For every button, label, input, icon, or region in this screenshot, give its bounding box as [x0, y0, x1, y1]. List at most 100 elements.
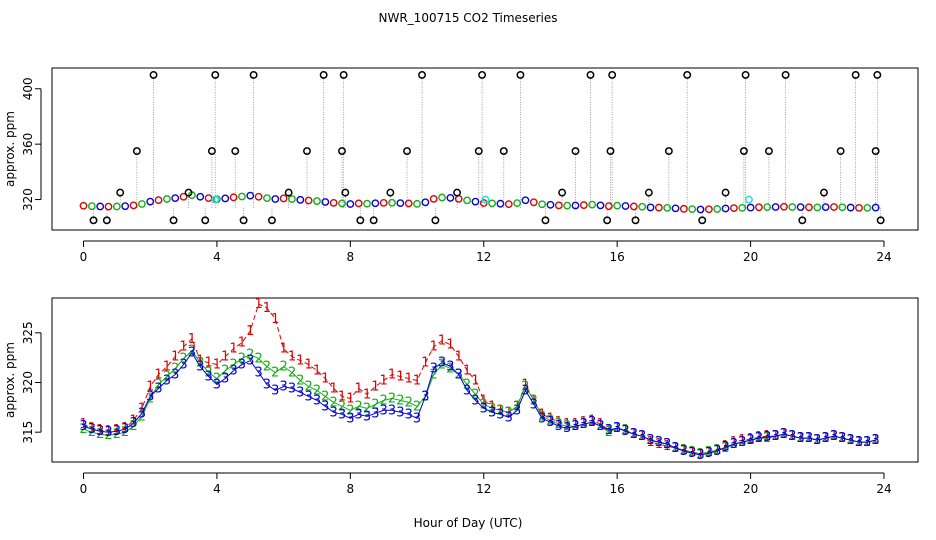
x-tick-label: 16 — [610, 250, 625, 264]
series-3-label: 3 — [821, 431, 829, 446]
series-3-label: 3 — [680, 444, 688, 459]
series-3-label: 3 — [96, 424, 104, 439]
flag-point — [603, 216, 612, 225]
series-3-label: 3 — [730, 437, 738, 452]
series-3-line — [83, 351, 876, 456]
series-3-label: 3 — [588, 415, 596, 430]
series-3-label: 3 — [271, 383, 279, 398]
series-2-label: 2 — [471, 387, 479, 402]
flag-point — [741, 70, 750, 79]
series-1-label: 1 — [296, 354, 304, 369]
series-3-label: 3 — [596, 419, 604, 434]
series-3-label: 3 — [738, 435, 746, 450]
flag-point — [606, 147, 615, 156]
ambient-point — [288, 195, 296, 203]
series-2-label: 2 — [530, 393, 538, 408]
ambient-point — [329, 198, 338, 207]
flag-point — [102, 216, 111, 225]
series-3-label: 3 — [580, 417, 588, 432]
ambient-point — [396, 199, 405, 208]
series-2-label: 2 — [763, 431, 771, 446]
series-3-label: 3 — [413, 411, 421, 426]
series-1-label: 1 — [813, 433, 821, 448]
ambient-point — [279, 194, 288, 203]
series-2-label: 2 — [588, 415, 596, 430]
series-2-label: 2 — [296, 373, 304, 388]
flag-point — [871, 147, 880, 156]
series-3-label: 3 — [288, 381, 296, 396]
flag-point — [341, 188, 350, 197]
series-2-label: 2 — [279, 360, 287, 375]
bottom-y-axis-label: approx. ppm — [3, 342, 17, 418]
series-1-label: 1 — [388, 368, 396, 383]
ambient-point — [463, 196, 471, 205]
series-2-label: 2 — [438, 358, 446, 373]
series-2-label: 2 — [796, 431, 804, 446]
series-2-label: 2 — [121, 425, 129, 440]
ambient-point — [162, 195, 171, 203]
ambient-point — [146, 197, 155, 206]
series-1-label: 1 — [730, 435, 738, 450]
ambient-point — [579, 201, 588, 209]
series-2-label: 2 — [305, 379, 313, 394]
flag-point — [631, 216, 640, 225]
flag-point — [820, 188, 828, 197]
series-2-label: 2 — [446, 362, 454, 377]
series-3-label: 3 — [279, 379, 287, 394]
series-1-label: 1 — [321, 372, 329, 387]
series-3-label: 3 — [763, 430, 771, 445]
ambient-point — [263, 194, 271, 203]
series-3-label: 3 — [555, 419, 563, 434]
ambient-point — [588, 200, 597, 209]
ambient-point — [379, 198, 388, 207]
series-1-label: 1 — [213, 358, 221, 373]
flag-point — [303, 147, 311, 156]
series-3-label: 3 — [805, 431, 813, 446]
series-3-label: 3 — [430, 362, 438, 377]
series-2-label: 2 — [480, 397, 488, 412]
flag-point — [739, 147, 748, 156]
series-2-label: 2 — [288, 366, 296, 381]
series-1-label: 1 — [279, 342, 287, 357]
series-3-label: 3 — [104, 425, 112, 440]
flag-point — [319, 70, 328, 79]
series-3-label: 3 — [163, 373, 171, 388]
series-2-label: 2 — [705, 445, 713, 460]
flag-point — [339, 70, 348, 79]
flag-point — [116, 188, 125, 197]
ambient-point — [654, 203, 663, 212]
flag-point — [516, 70, 525, 79]
series-2-label: 2 — [221, 364, 229, 379]
series-1-label: 1 — [271, 312, 279, 327]
y-tick-label: 315 — [21, 421, 35, 444]
series-2-label: 2 — [355, 399, 363, 414]
series-3-label: 3 — [605, 423, 613, 438]
series-1-label: 1 — [146, 379, 154, 394]
flag-point — [369, 216, 378, 225]
ambient-point — [871, 203, 880, 212]
ambient-point — [296, 195, 305, 204]
series-3-label: 3 — [221, 372, 229, 387]
flag-point — [571, 147, 580, 156]
series-3-label: 3 — [721, 440, 729, 455]
ambient-point — [838, 203, 847, 212]
series-1-label: 1 — [396, 370, 404, 385]
series-1-label: 1 — [471, 373, 479, 388]
ambient-point — [830, 203, 838, 211]
series-1-label: 1 — [588, 413, 596, 428]
ambient-point — [313, 197, 321, 205]
series-1-label: 1 — [305, 358, 313, 373]
series-3-label: 3 — [563, 421, 571, 436]
ambient-point — [221, 194, 230, 203]
series-1-label: 1 — [580, 415, 588, 430]
series-3-label: 3 — [313, 393, 321, 408]
y-tick-label: 325 — [21, 321, 35, 344]
series-1-label: 1 — [430, 340, 438, 355]
series-3-label: 3 — [421, 389, 429, 404]
series-2-label: 2 — [563, 419, 571, 434]
series-2-label: 2 — [655, 435, 663, 450]
flag-point — [798, 216, 807, 225]
series-3-label: 3 — [705, 446, 713, 461]
flag-point — [184, 188, 193, 197]
